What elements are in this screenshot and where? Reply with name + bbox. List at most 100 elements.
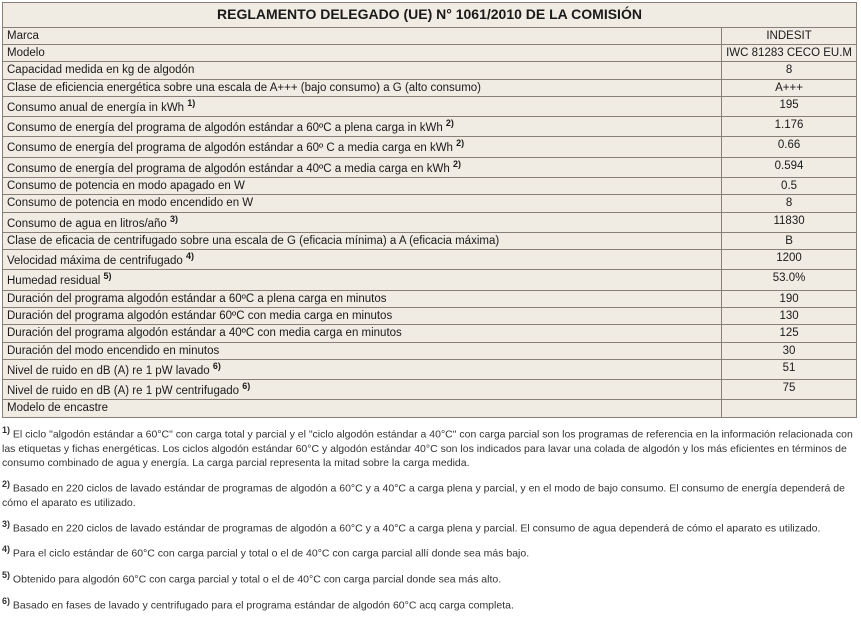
row-label: Consumo de energía del programa de algod… [3, 137, 722, 157]
table-row: Duración del programa algodón estándar a… [3, 325, 857, 342]
row-value: 75 [722, 380, 857, 400]
row-value: 53.0% [722, 270, 857, 290]
footnote-text: Obtenido para algodón 60°C con carga par… [10, 574, 501, 586]
table-row: Consumo de potencia en modo apagado en W… [3, 177, 857, 194]
row-label: Consumo de energía del programa de algod… [3, 117, 722, 137]
row-label-text: Capacidad medida en kg de algodón [7, 64, 194, 76]
row-label-text: Consumo de energía del programa de algod… [7, 122, 446, 134]
row-value: 11830 [722, 212, 857, 232]
row-value: 8 [722, 62, 857, 79]
row-value: 1200 [722, 250, 857, 270]
row-label-text: Clase de eficiencia energética sobre una… [7, 82, 481, 94]
row-label-text: Duración del programa algodón estándar a… [7, 327, 402, 339]
row-label-text: Duración del programa algodón estándar 6… [7, 310, 392, 322]
footnote-num: 3) [2, 519, 10, 529]
row-value: 30 [722, 342, 857, 359]
row-label-text: Humedad residual [7, 275, 104, 287]
table-row: MarcaINDESIT [3, 27, 857, 44]
footnote-text: Basado en 220 ciclos de lavado estándar … [10, 522, 820, 534]
row-label: Modelo [3, 44, 722, 61]
table-row: Consumo de energía del programa de algod… [3, 117, 857, 137]
table-row: Duración del programa algodón estándar 6… [3, 307, 857, 324]
footnote-num: 5) [2, 570, 10, 580]
footnote: 6) Basado en fases de lavado y centrifug… [2, 595, 857, 613]
row-footnote-ref: 1) [187, 98, 195, 108]
row-footnote-ref: 2) [453, 159, 461, 169]
footnotes-block: 1) El ciclo "algodón estándar a 60°C" co… [2, 424, 857, 613]
row-footnote-ref: 4) [186, 251, 194, 261]
footnote-num: 2) [2, 479, 10, 489]
table-row: Capacidad medida en kg de algodón 8 [3, 62, 857, 79]
row-label: Consumo de potencia en modo encendido en… [3, 195, 722, 212]
row-label: Velocidad máxima de centrifugado 4) [3, 250, 722, 270]
row-value: 1.176 [722, 117, 857, 137]
table-row: Consumo anual de energía in kWh 1)195 [3, 97, 857, 117]
regulation-table: REGLAMENTO DELEGADO (UE) N° 1061/2010 DE… [2, 2, 857, 418]
table-row: Velocidad máxima de centrifugado 4)1200 [3, 250, 857, 270]
table-row: Nivel de ruido en dB (A) re 1 pW lavado … [3, 360, 857, 380]
row-label-text: Duración del programa algodón estándar a… [7, 293, 386, 305]
row-label: Consumo de energía del programa de algod… [3, 157, 722, 177]
footnote-num: 6) [2, 596, 10, 606]
row-footnote-ref: 6) [213, 361, 221, 371]
row-value: A+++ [722, 79, 857, 96]
row-label: Duración del programa algodón estándar a… [3, 290, 722, 307]
table-row: Consumo de agua en litros/año 3)11830 [3, 212, 857, 232]
table-row: Duración del programa algodón estándar a… [3, 290, 857, 307]
row-footnote-ref: 5) [104, 271, 112, 281]
footnote: 1) El ciclo "algodón estándar a 60°C" co… [2, 424, 857, 470]
footnote-num: 1) [2, 425, 10, 435]
row-label: Clase de eficacia de centrifugado sobre … [3, 232, 722, 249]
row-value: 51 [722, 360, 857, 380]
row-footnote-ref: 2) [456, 138, 464, 148]
row-label: Duración del programa algodón estándar 6… [3, 307, 722, 324]
footnote: 3) Basado en 220 ciclos de lavado estánd… [2, 518, 857, 536]
row-label: Consumo anual de energía in kWh 1) [3, 97, 722, 117]
table-row: Duración del modo encendido en minutos 30 [3, 342, 857, 359]
row-footnote-ref: 2) [446, 118, 454, 128]
table-row: Consumo de potencia en modo encendido en… [3, 195, 857, 212]
row-value: 190 [722, 290, 857, 307]
row-label-text: Modelo de encastre [7, 402, 108, 414]
row-label: Modelo de encastre [3, 400, 722, 417]
table-row: Clase de eficiencia energética sobre una… [3, 79, 857, 96]
row-value: 0.66 [722, 137, 857, 157]
table-row: Nivel de ruido en dB (A) re 1 pW centrif… [3, 380, 857, 400]
row-label: Consumo de potencia en modo apagado en W [3, 177, 722, 194]
row-footnote-ref: 3) [170, 214, 178, 224]
row-label-text: Consumo de energía del programa de algod… [7, 142, 456, 154]
row-label: Consumo de agua en litros/año 3) [3, 212, 722, 232]
footnote-text: Basado en fases de lavado y centrifugado… [10, 599, 514, 611]
row-label-text: Consumo de agua en litros/año [7, 217, 170, 229]
row-value: 0.594 [722, 157, 857, 177]
row-label-text: Consumo de energía del programa de algod… [7, 162, 453, 174]
row-label: Duración del programa algodón estándar a… [3, 325, 722, 342]
row-value: 0.5 [722, 177, 857, 194]
row-label-text: Velocidad máxima de centrifugado [7, 255, 186, 267]
footnote-text: El ciclo "algodón estándar a 60°C" con c… [2, 428, 853, 468]
row-value: INDESIT [722, 27, 857, 44]
row-value: IWC 81283 CECO EU.M [722, 44, 857, 61]
row-label-text: Nivel de ruido en dB (A) re 1 pW lavado [7, 365, 213, 377]
footnote: 2) Basado en 220 ciclos de lavado estánd… [2, 478, 857, 510]
row-label-text: Consumo de potencia en modo apagado en W [7, 180, 245, 192]
row-label: Nivel de ruido en dB (A) re 1 pW centrif… [3, 380, 722, 400]
table-row: Clase de eficacia de centrifugado sobre … [3, 232, 857, 249]
table-row: Consumo de energía del programa de algod… [3, 157, 857, 177]
row-value: B [722, 232, 857, 249]
row-footnote-ref: 6) [242, 381, 250, 391]
footnote: 4) Para el ciclo estándar de 60°C con ca… [2, 543, 857, 561]
row-label: Humedad residual 5) [3, 270, 722, 290]
row-value: 8 [722, 195, 857, 212]
row-label-text: Consumo anual de energía in kWh [7, 102, 187, 114]
row-label: Nivel de ruido en dB (A) re 1 pW lavado … [3, 360, 722, 380]
footnote-num: 4) [2, 544, 10, 554]
row-label-text: Duración del modo encendido en minutos [7, 345, 219, 357]
row-label-text: Modelo [7, 47, 45, 59]
row-label-text: Clase de eficacia de centrifugado sobre … [7, 235, 499, 247]
row-label-text: Consumo de potencia en modo encendido en… [7, 197, 253, 209]
title-row: REGLAMENTO DELEGADO (UE) N° 1061/2010 DE… [3, 3, 857, 28]
row-label: Clase de eficiencia energética sobre una… [3, 79, 722, 96]
footnote-text: Para el ciclo estándar de 60°C con carga… [10, 548, 529, 560]
table-row: Modelo IWC 81283 CECO EU.M [3, 44, 857, 61]
